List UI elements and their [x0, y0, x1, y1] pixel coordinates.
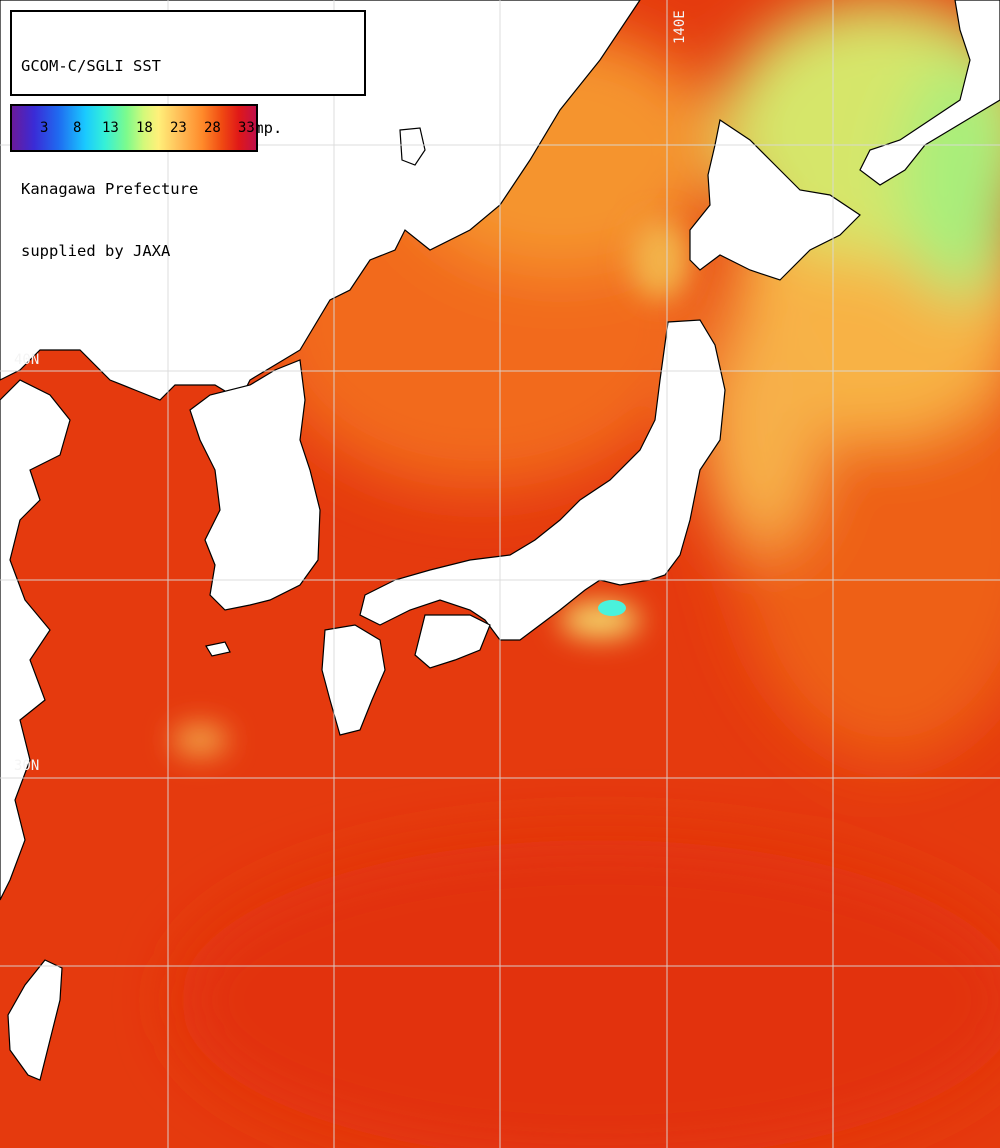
lon-label-140e: 140E [672, 10, 688, 44]
kuril-cold-patch [900, 60, 1000, 300]
title-line-credit: supplied by JAXA [21, 241, 171, 260]
kyushu-land [321, 624, 386, 736]
title-box: GCOM-C/SGLI SST ~2025/08/15 (UTC) Week C… [10, 10, 366, 260]
east-china-cool-spot [172, 724, 228, 756]
colorbar-tick-33: 33 [238, 120, 255, 136]
sagami-cyan-spot [598, 600, 626, 616]
honshu-land [359, 319, 726, 641]
colorbar-tick-28: 28 [204, 120, 221, 136]
colorbar-tick-8: 8 [73, 120, 82, 136]
lat-label-40n: 40N [14, 352, 40, 368]
south-sea-patch [180, 840, 1000, 1148]
colorbar-tick-13: 13 [102, 120, 119, 136]
colorbar-tick-23: 23 [170, 120, 187, 136]
land [0, 0, 1000, 1081]
title-line-product: GCOM-C/SGLI SST [21, 57, 161, 75]
title-line-region: Kanagawa Prefecture [21, 180, 199, 198]
northeast-asia-land [0, 0, 641, 401]
colorbar-tick-3: 3 [40, 120, 49, 136]
colorbar-tick-18: 18 [136, 120, 153, 136]
tohoku-coast-patch [700, 310, 820, 550]
kuril-land [859, 0, 1000, 186]
cold-spots [172, 220, 690, 756]
taiwan-land [7, 959, 63, 1081]
hokkaido-land [689, 119, 861, 281]
sst-colorbar: 3 8 13 18 23 28 33 [10, 104, 258, 152]
korea-land [189, 359, 321, 611]
small-island-1 [399, 127, 426, 166]
small-island-2 [205, 641, 231, 657]
ishikari-cool-spot [630, 220, 690, 300]
china-land [0, 379, 71, 901]
lat-label-30n: 30N [14, 758, 40, 774]
shikoku-land [414, 614, 491, 669]
